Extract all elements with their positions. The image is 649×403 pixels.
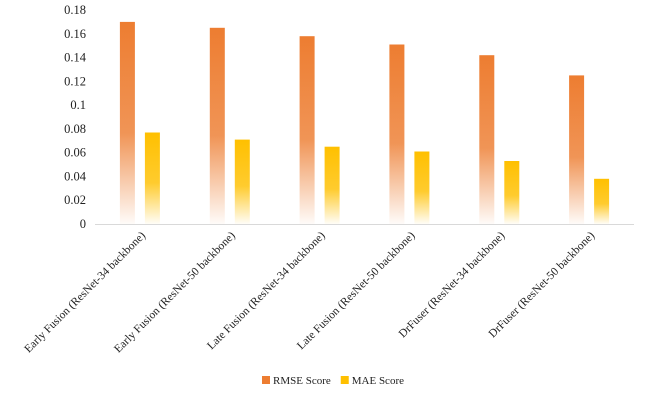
y-tick-label: 0.02 (64, 193, 86, 207)
y-tick-label: 0.14 (64, 51, 87, 65)
y-tick-label: 0.12 (64, 74, 86, 88)
y-tick-label: 0 (80, 217, 86, 231)
y-tick-label: 0.16 (64, 27, 86, 41)
y-tick-label: 0.04 (64, 169, 87, 183)
x-axis: Early Fusion (ResNet-34 backbone)Early F… (22, 224, 634, 355)
rmse-bar (299, 36, 315, 225)
rmse-bar (569, 75, 585, 225)
mae-bar (594, 178, 610, 224)
mae-bar (144, 132, 160, 224)
mae-bar (324, 146, 340, 224)
mae-bar (234, 139, 250, 224)
y-tick-label: 0.06 (64, 146, 86, 160)
legend-label-mae: MAE Score (352, 375, 404, 387)
mae-bar (504, 161, 520, 224)
legend-swatch-mae (340, 376, 349, 384)
y-tick-label: 0.08 (64, 122, 86, 136)
legend-label-rmse: RMSE Score (273, 375, 331, 387)
x-category-label: DrFuser (ResNet-34 backbone) (397, 230, 508, 341)
rmse-bar (209, 27, 225, 224)
y-axis: 0 0.02 0.04 0.06 0.08 0.1 0.12 0.14 0.16 0.18 (64, 3, 87, 231)
rmse-bar (119, 21, 135, 225)
y-tick-label: 0.1 (70, 98, 86, 112)
rmse-bar (479, 55, 495, 225)
rmse-bar (389, 44, 405, 224)
mae-bar (414, 151, 430, 224)
legend: RMSE Score MAE Score (262, 375, 404, 387)
bars (119, 21, 610, 225)
y-tick-label: 0.18 (64, 3, 86, 17)
legend-swatch-rmse (262, 376, 270, 384)
x-category-label: DrFuser (ResNet-50 backbone) (487, 230, 598, 341)
